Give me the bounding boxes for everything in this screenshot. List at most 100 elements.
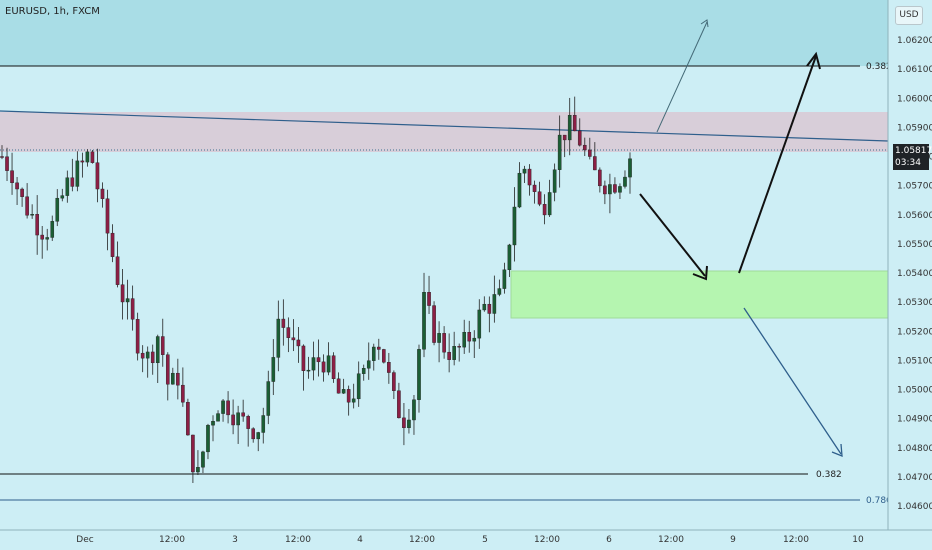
candle-bull [261,415,266,433]
candle-bull [216,413,220,422]
candle-bear [562,134,567,141]
candle-bear [603,185,607,195]
candle-bear [25,196,29,216]
candle-bull [30,214,34,216]
candle-bear [402,417,406,429]
candle-bear [387,362,391,373]
candle-bear [241,412,245,417]
candle-bear [447,351,451,360]
candle-bear [191,434,195,473]
candle-bull [452,346,456,360]
candle-bull [211,421,215,426]
time-label: 12:00 [409,535,435,545]
candle-bull [171,372,175,385]
candle-bear [181,384,185,403]
price-label: 1.05900 [897,123,932,133]
candle-bear [392,372,396,391]
candle-bull [557,134,562,170]
candle-bear [527,168,532,186]
time-label: 3 [232,535,238,545]
candle-bear [40,234,44,240]
candle-bull [356,373,361,400]
candle-bear [246,416,250,429]
candle-bear [442,333,446,353]
candle-bear [10,170,14,184]
candle-bear [226,400,230,416]
candle-countdown: 03:34 [895,158,921,168]
candle-bear [100,188,105,199]
candle-bear [130,298,135,320]
current-price-tag: 1.05817 03:34 [893,144,932,170]
candle-bear [5,156,9,171]
candle-bull [507,244,512,271]
support-zone [510,270,889,319]
price-label: 1.05500 [897,240,932,250]
candle-bear [120,284,125,303]
candle-bear [427,292,431,306]
candle-bear [572,115,577,132]
candle-bear [150,351,155,364]
fib-level-bottom-label: 0.786 [866,496,892,506]
candle-bear [582,144,587,151]
down-arrow-line [639,193,706,277]
time-label: 12:00 [534,535,560,545]
time-label: 6 [606,535,612,545]
candle-bull [552,169,557,193]
price-label: 1.05200 [897,327,932,337]
candle-bear [110,232,115,257]
time-label: 10 [852,535,864,545]
ticker-title[interactable]: EURUSD, 1h, FXCM [5,6,100,17]
candle-bull [618,186,622,193]
price-axis-bg[interactable] [888,0,932,550]
price-label: 1.05300 [897,298,932,308]
candle-bull [341,389,346,394]
candle-bull [55,197,60,222]
candle-bear [537,191,542,205]
price-label: 1.05400 [897,269,932,279]
price-label: 1.06000 [897,94,932,104]
candle-bull [492,294,497,314]
alternate-down-line [743,307,842,455]
time-label: 12:00 [658,535,684,545]
candle-bear [15,182,19,190]
candle-bear [336,378,341,394]
time-label: 12:00 [783,535,809,545]
candle-bear [467,331,472,342]
price-label: 1.06100 [897,65,932,75]
candle-bull [125,298,130,303]
candle-bull [155,336,160,364]
candle-bear [377,346,381,350]
candle-bull [65,177,70,196]
price-label: 1.05600 [897,211,932,221]
candle-bear [186,401,190,436]
candle-bear [105,198,110,234]
time-label: 4 [357,535,363,545]
candle-bear [231,414,235,426]
candle-bull [236,412,240,426]
currency-button[interactable]: USD [895,6,923,25]
candle-bull [206,424,210,453]
candle-bear [95,162,100,190]
price-label: 1.04700 [897,473,932,483]
candle-bear [135,319,140,354]
time-label: 12:00 [285,535,311,545]
candle-bull [623,176,627,187]
alternate-down-arrowhead [831,443,843,457]
candle-bull [266,381,271,416]
candle-bear [598,169,602,187]
projection-arrows[interactable] [639,19,843,457]
current-price-value: 1.05817 [895,146,932,156]
candle-bull [221,400,225,414]
candle-bull [512,206,517,246]
candle-bear [20,188,24,197]
candle-bear [331,355,336,380]
candle-bear [532,184,537,192]
candle-bear [296,339,301,347]
trend-line[interactable] [0,110,889,142]
candle-bull [547,192,552,216]
candle-bull [497,288,502,295]
price-label: 1.05100 [897,356,932,366]
candle-bull [472,337,477,342]
candle-bear [593,156,597,171]
